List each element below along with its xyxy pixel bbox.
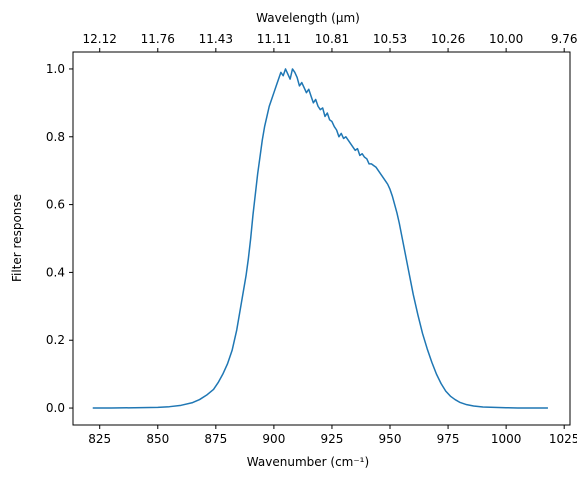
bottom-x-axis: 825 850 875 900 925 950 975 1000 1025 (88, 425, 577, 446)
top-x-tick-label: 10.81 (315, 32, 349, 46)
series-line-0 (92, 68, 548, 409)
top-x-axis: 12.12 11.76 11.43 11.11 10.81 10.53 10.26 10.00… (83, 32, 577, 52)
top-x-tick-label: 11.76 (141, 32, 175, 46)
y-axis-label: Filter response (10, 194, 24, 282)
x-axis-label: Wavenumber (cm⁻¹) (247, 455, 369, 469)
y-tick-label: 0.8 (46, 130, 65, 144)
y-tick-label: 0.0 (46, 401, 65, 415)
top-x-tick-label: 12.12 (83, 32, 117, 46)
top-x-tick-label: 10.53 (373, 32, 407, 46)
x-tick-label: 975 (437, 432, 460, 446)
top-x-tick-label: 9.76 (551, 32, 577, 46)
y-tick-label: 0.2 (46, 333, 65, 347)
x-tick-label: 1025 (549, 432, 577, 446)
x-tick-label: 875 (204, 432, 227, 446)
top-x-axis-label: Wavelength (μm) (256, 11, 360, 25)
top-x-tick-label: 11.11 (257, 32, 291, 46)
top-x-tick-label: 11.43 (199, 32, 233, 46)
y-tick-label: 0.6 (46, 198, 65, 212)
plot-frame (72, 51, 571, 426)
plot-line-layer (92, 68, 548, 409)
x-tick-label: 925 (320, 432, 343, 446)
x-tick-label: 1000 (491, 432, 522, 446)
y-tick-label: 0.4 (46, 265, 65, 279)
x-tick-label: 825 (88, 432, 111, 446)
y-tick-label: 1.0 (46, 62, 65, 76)
x-tick-label: 900 (262, 432, 285, 446)
y-axis: 0.0 0.2 0.4 0.6 0.8 1.0 (46, 62, 73, 415)
x-tick-label: 850 (146, 432, 169, 446)
x-tick-label: 950 (379, 432, 402, 446)
top-x-tick-label: 10.00 (489, 32, 523, 46)
top-x-tick-label: 10.26 (431, 32, 465, 46)
